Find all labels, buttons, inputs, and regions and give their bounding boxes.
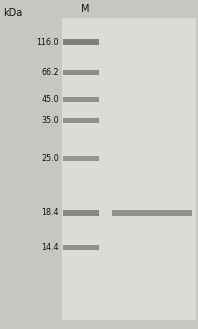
- Text: kDa: kDa: [3, 8, 22, 18]
- Text: 18.4: 18.4: [42, 208, 59, 217]
- Bar: [63, 70, 99, 75]
- Text: 35.0: 35.0: [41, 116, 59, 125]
- Bar: [63, 245, 99, 250]
- Text: 116.0: 116.0: [36, 38, 59, 47]
- Text: 25.0: 25.0: [41, 154, 59, 163]
- Bar: [112, 210, 192, 215]
- Bar: [63, 97, 99, 102]
- Bar: [63, 210, 99, 215]
- Bar: [63, 156, 99, 161]
- Bar: [63, 118, 99, 123]
- Text: M: M: [81, 4, 89, 14]
- Bar: [62, 18, 196, 320]
- Text: 14.4: 14.4: [42, 243, 59, 252]
- Text: 45.0: 45.0: [41, 95, 59, 104]
- Bar: [63, 39, 99, 45]
- Text: 66.2: 66.2: [41, 68, 59, 77]
